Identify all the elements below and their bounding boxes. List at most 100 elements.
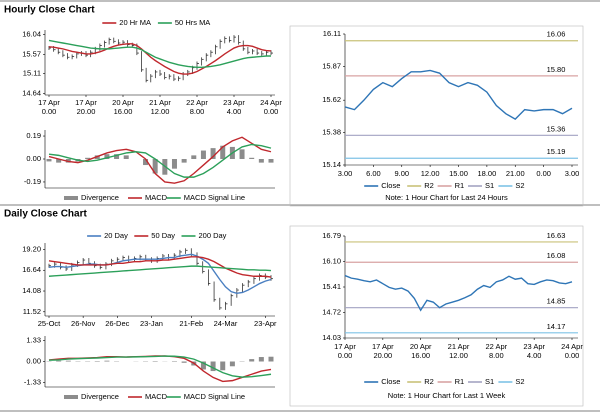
divergence-bar <box>56 159 62 163</box>
divergence-bar <box>56 360 62 362</box>
ma-line <box>48 265 272 277</box>
y-tick-label: 0.00 <box>26 356 41 365</box>
x-tick-label: 17 Apr 20.00 <box>75 98 97 116</box>
legend-swatch <box>64 196 78 200</box>
ma-line <box>48 256 272 278</box>
divergence-bar <box>46 159 52 162</box>
x-tick-label: 21-Feb <box>179 319 203 328</box>
divergence-bar <box>143 159 149 166</box>
legend-label: Divergence <box>81 193 119 202</box>
level-label: 16.06 <box>547 30 566 39</box>
x-tick-label: 12.00 <box>421 169 440 178</box>
legend-label: 50 Day <box>151 231 175 240</box>
y-tick-label: 16.64 <box>22 265 41 274</box>
x-tick-label: 3.00 <box>565 169 580 178</box>
x-tick-label: 0.00 <box>536 169 551 178</box>
chart-frame <box>289 225 584 407</box>
x-tick-label: 23 Apr 4.00 <box>523 342 545 360</box>
x-tick-label: 6.00 <box>366 169 381 178</box>
divergence-bar <box>65 360 71 362</box>
chart-frame <box>289 25 584 207</box>
divergence-bar <box>171 159 177 169</box>
x-tick-label: 23-Apr <box>254 319 277 328</box>
y-tick-label: 19.20 <box>22 244 41 253</box>
x-tick-label: 17 Apr 0.00 <box>334 342 356 360</box>
level-label: 15.80 <box>547 65 566 74</box>
macd-line <box>48 355 272 378</box>
legend-label: Close <box>381 377 400 386</box>
x-tick-label: 23 Apr 4.00 <box>223 98 245 116</box>
divergence-bar <box>104 154 110 159</box>
y-tick-label: 16.11 <box>323 29 341 38</box>
chart-note: Note: 1 Hour Chart for Last 24 Hours <box>385 193 508 202</box>
legend-label: R1 <box>455 181 465 190</box>
legend-label: Close <box>381 181 400 190</box>
y-tick-label: -0.19 <box>24 177 41 186</box>
x-tick-label: 21.00 <box>506 169 525 178</box>
legend-label: 200 Day <box>199 231 227 240</box>
divergence-bar <box>220 145 226 159</box>
divergence-bar <box>210 361 216 372</box>
x-tick-label: 17 Apr 20.00 <box>372 342 394 360</box>
level-label: 16.63 <box>547 231 566 240</box>
ma-line <box>48 43 272 75</box>
legend-label: S2 <box>515 377 524 386</box>
y-tick-label: 16.79 <box>322 231 341 240</box>
x-tick-label: 24 Apr 0.00 <box>561 342 583 360</box>
divergence-bar <box>104 360 110 362</box>
y-tick-label: 15.38 <box>322 128 341 137</box>
x-tick-label: 24-Mar <box>214 319 238 328</box>
divergence-bar <box>258 357 264 362</box>
x-tick-label: 21 Apr 12.00 <box>149 98 171 116</box>
level-label: 16.08 <box>547 251 566 260</box>
divergence-bar <box>239 149 245 159</box>
y-tick-label: 14.03 <box>322 333 341 342</box>
y-tick-label: 15.14 <box>322 160 341 169</box>
y-tick-label: 14.72 <box>322 307 341 316</box>
legend-label: S1 <box>485 377 494 386</box>
legend-label: R2 <box>424 377 434 386</box>
close-line <box>344 274 573 312</box>
divergence-bar <box>258 159 264 163</box>
y-tick-label: 11.52 <box>23 307 41 316</box>
y-tick-label: -1.33 <box>24 378 41 387</box>
x-tick-label: 26-Dec <box>105 319 129 328</box>
y-tick-label: 0.00 <box>26 154 41 163</box>
divergence-bar <box>152 159 158 174</box>
x-tick-label: 15.00 <box>449 169 468 178</box>
legend-label: MACD <box>145 392 168 401</box>
legend-label: R2 <box>424 181 434 190</box>
legend-label: S1 <box>485 181 494 190</box>
x-tick-label: 20 Apr 16.00 <box>410 342 432 360</box>
divergence-bar <box>181 361 187 363</box>
x-tick-label: 17 Apr 0.00 <box>38 98 60 116</box>
level-label: 15.36 <box>547 124 566 133</box>
y-tick-label: 15.62 <box>322 95 341 104</box>
divergence-bar <box>210 148 216 159</box>
legend-swatch <box>64 395 78 399</box>
divergence-bar <box>85 157 91 159</box>
x-tick-label: 23-Jan <box>140 319 163 328</box>
x-tick-label: 9.00 <box>394 169 409 178</box>
legend-label: MACD Signal Line <box>184 193 245 202</box>
y-tick-label: 16.10 <box>322 256 341 265</box>
level-label: 15.19 <box>547 147 566 156</box>
macd-line <box>48 355 272 383</box>
divergence-bar <box>181 159 187 163</box>
legend-label: MACD <box>145 193 168 202</box>
x-tick-label: 21 Apr 12.00 <box>448 342 470 360</box>
legend-label: R1 <box>455 377 465 386</box>
y-tick-label: 15.41 <box>322 282 341 291</box>
legend-label: 20 Hr MA <box>119 18 151 27</box>
level-label: 14.85 <box>547 297 566 306</box>
legend-label: Divergence <box>81 392 119 401</box>
legend-label: 20 Day <box>104 231 128 240</box>
x-tick-label: 26-Nov <box>71 319 95 328</box>
x-tick-label: 24 Apr 0.00 <box>260 98 282 116</box>
y-tick-label: 14.08 <box>22 286 41 295</box>
x-tick-label: 22 Apr 8.00 <box>485 342 507 360</box>
y-tick-label: 1.33 <box>26 335 41 344</box>
divergence-bar <box>268 159 274 163</box>
x-tick-label: 18.00 <box>477 169 496 178</box>
section-title: Daily Close Chart <box>4 209 87 220</box>
